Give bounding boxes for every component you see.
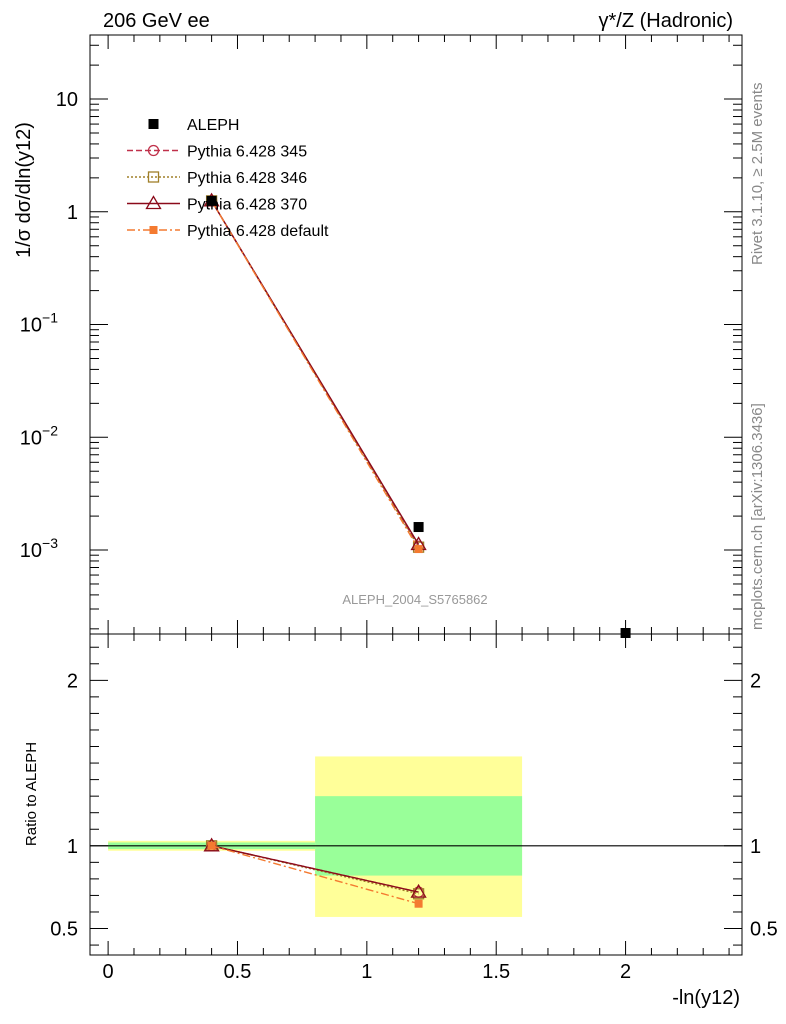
- y-tick-label: 10−2: [20, 422, 58, 449]
- data-point: [206, 195, 217, 206]
- legend-marker-data: [148, 119, 159, 129]
- y-tick-label: 0.5: [50, 919, 78, 941]
- x-tick-label: 0: [103, 961, 114, 983]
- y-tick-label: 10: [56, 89, 78, 111]
- x-tick-label: 0.5: [224, 961, 252, 983]
- header-right: γ*/Z (Hadronic): [599, 10, 733, 32]
- series-line-pdefault: [211, 200, 420, 550]
- series-point-pdefault: [414, 545, 423, 554]
- legend-marker-p345: [147, 144, 160, 157]
- rivet-label: Rivet 3.1.10, ≥ 2.5M events: [749, 83, 766, 266]
- ratio-point-pdefault: [414, 899, 423, 908]
- legend-label: Pythia 6.428 default: [187, 223, 329, 240]
- legend-label: Pythia 6.428 345: [187, 144, 307, 161]
- legend-label: Pythia 6.428 370: [187, 197, 307, 214]
- main-ylabel: 1/σ dσ/dln(y12): [13, 122, 35, 258]
- ratio-frame: [89, 633, 743, 956]
- main-axes: 10 1 10−1 10−2 10−3: [20, 35, 742, 634]
- ratio-plot-area: [90, 756, 742, 917]
- x-tick-label: 1.5: [482, 961, 510, 983]
- legend-label: Pythia 6.428 346: [187, 170, 307, 187]
- y-tick-label: 10−1: [20, 310, 58, 337]
- main-ylabel-text: 1/σ dσ/dln(y12): [13, 122, 35, 258]
- ratio-line-p370: [211, 845, 419, 893]
- ratio-line-pdefault: [211, 845, 419, 905]
- y-tick-label-right: 0.5: [750, 919, 778, 941]
- ratio-point-pdefault: [207, 841, 216, 850]
- analysis-label: ALEPH_2004_S5765862: [342, 592, 487, 607]
- legend-marker-p346: [147, 171, 160, 183]
- main-plot-area: [203, 192, 631, 638]
- x-tick-label: 1: [361, 961, 372, 983]
- y-tick-label: 10−3: [20, 535, 58, 562]
- header-left: 206 GeV ee: [103, 10, 210, 32]
- mcplots-label: mcplots.cern.ch [arXiv:1306.3436]: [749, 403, 766, 630]
- ratio-band-inner: [315, 796, 523, 876]
- legend-marker-pdefault: [149, 226, 158, 234]
- ratio-point-p370: [410, 883, 427, 898]
- ratio-ylabel: Ratio to ALEPH: [23, 742, 40, 846]
- data-point: [413, 522, 424, 533]
- x-tick-label: 2: [620, 961, 631, 983]
- x-axis-label: -ln(y12): [672, 987, 740, 1009]
- y-tick-label: 1: [67, 202, 78, 224]
- y-tick-label-right: 1: [750, 836, 761, 858]
- legend-label: ALEPH: [187, 117, 239, 134]
- y-tick-label: 2: [67, 670, 78, 692]
- y-tick-label-right: 2: [750, 670, 761, 692]
- ratio-axes: 0 0.5 1 1.5 2 2 2 1 1 0.5 0.5: [50, 634, 778, 983]
- y-tick-label: 1: [67, 836, 78, 858]
- legend: ALEPH Pythia 6.428 345 Pythia 6.428 346 Pyt…: [127, 117, 329, 240]
- ratio-line-p346: [211, 845, 419, 895]
- legend-marker-p370: [145, 195, 162, 210]
